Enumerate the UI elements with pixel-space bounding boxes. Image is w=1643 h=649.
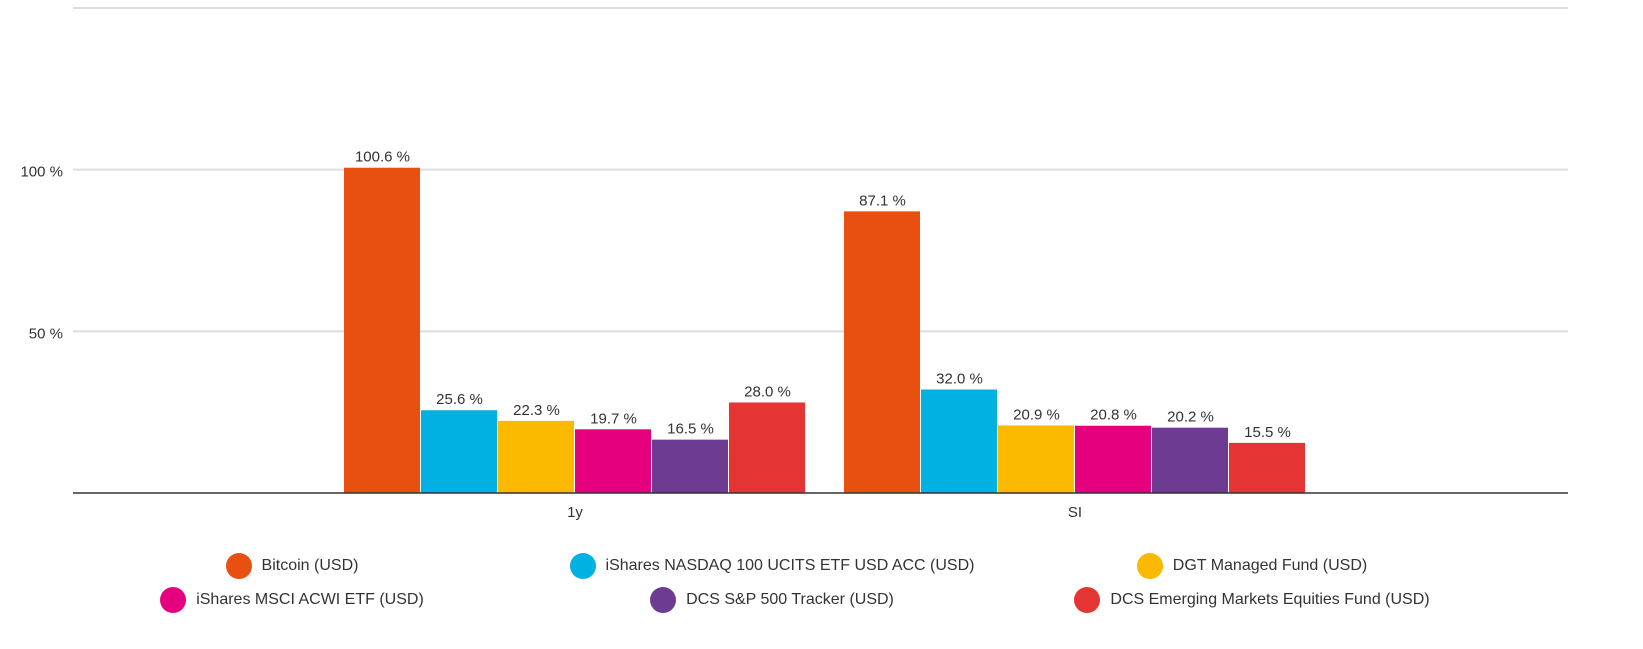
bar xyxy=(498,420,574,493)
legend-swatch xyxy=(225,553,252,579)
legend-item[interactable]: iShares NASDAQ 100 UCITS ETF USD ACC (US… xyxy=(532,553,1012,579)
data-label: 28.0 % xyxy=(744,383,791,400)
legend-item[interactable]: DCS S&P 500 Tracker (USD) xyxy=(532,587,1012,613)
legend-swatch xyxy=(569,553,596,579)
legend-label: iShares NASDAQ 100 UCITS ETF USD ACC (US… xyxy=(605,557,975,574)
data-label: 100.6 % xyxy=(355,149,410,166)
legend-swatch xyxy=(650,587,677,613)
bar xyxy=(921,389,997,493)
legend-item[interactable]: Bitcoin (USD) xyxy=(52,553,532,579)
data-label: 22.3 % xyxy=(513,402,560,419)
bar xyxy=(344,167,420,493)
data-label: 25.6 % xyxy=(436,391,483,408)
bar xyxy=(652,439,728,493)
legend-item[interactable]: DCS Emerging Markets Equities Fund (USD) xyxy=(1012,587,1492,613)
data-label: 20.8 % xyxy=(1090,407,1137,424)
bar xyxy=(575,429,651,493)
bar xyxy=(998,425,1074,493)
y-tick-label: 100 % xyxy=(20,164,63,181)
legend-label: Bitcoin (USD) xyxy=(261,557,359,574)
legend-swatch xyxy=(1074,587,1101,613)
data-label: 32.0 % xyxy=(936,371,983,388)
bar xyxy=(1075,425,1151,493)
legend-swatch xyxy=(160,587,187,613)
bar xyxy=(421,410,497,493)
data-label: 87.1 % xyxy=(859,192,906,209)
x-tick-label: 1y xyxy=(567,504,583,521)
data-label: 19.7 % xyxy=(590,410,637,427)
y-tick-label: 50 % xyxy=(29,325,63,342)
data-label: 15.5 % xyxy=(1244,424,1291,441)
legend-label: DCS S&P 500 Tracker (USD) xyxy=(686,591,894,608)
bar xyxy=(1229,442,1305,493)
legend-label: DCS Emerging Markets Equities Fund (USD) xyxy=(1110,591,1430,608)
legend-label: iShares MSCI ACWI ETF (USD) xyxy=(196,591,424,608)
bar xyxy=(844,211,920,494)
bar xyxy=(729,402,805,493)
x-tick-label: SI xyxy=(1068,504,1082,521)
legend: Bitcoin (USD) iShares NASDAQ 100 UCITS ET… xyxy=(0,553,1592,613)
legend-swatch xyxy=(1136,553,1163,579)
legend-item[interactable]: DGT Managed Fund (USD) xyxy=(1012,553,1492,579)
legend-item[interactable]: iShares MSCI ACWI ETF (USD) xyxy=(52,587,532,613)
legend-label: DGT Managed Fund (USD) xyxy=(1172,557,1368,574)
data-label: 20.9 % xyxy=(1013,406,1060,423)
data-label: 16.5 % xyxy=(667,421,714,438)
data-label: 20.2 % xyxy=(1167,409,1214,426)
chart: 50 % 100 % 1y 100.6 % 25.6 % 22.3 % 19.7 % 16.5… xyxy=(20,7,1568,521)
bar xyxy=(1152,427,1228,493)
